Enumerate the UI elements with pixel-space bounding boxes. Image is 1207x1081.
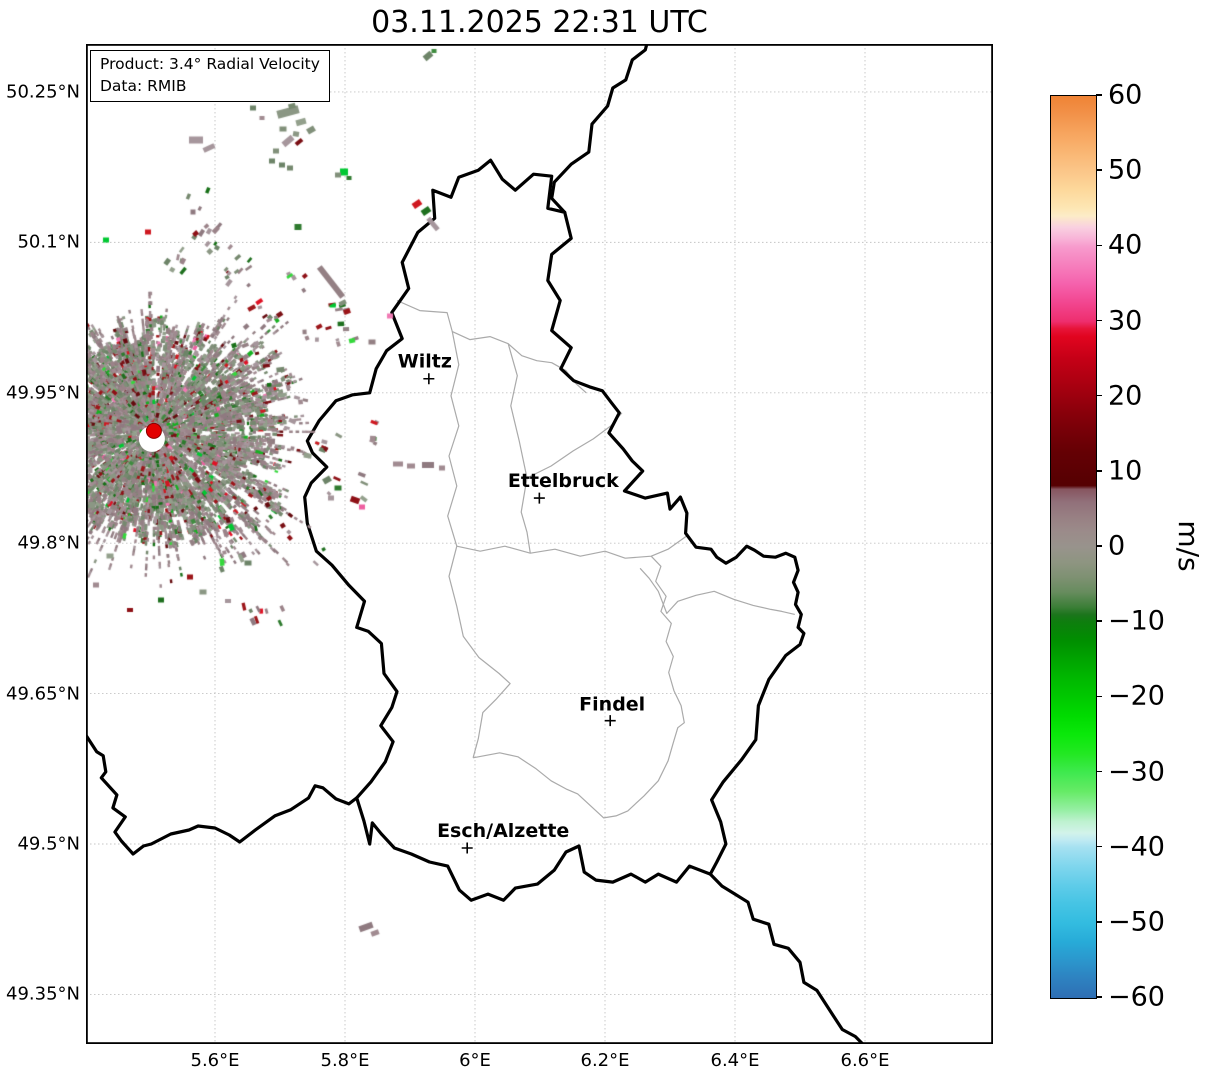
colorbar-tick [1096,319,1102,322]
colorbar-tick-label: −40 [1108,831,1165,863]
colorbar-tick-label: −60 [1108,981,1165,1013]
colorbar-tick-label: 0 [1108,530,1126,562]
colorbar-tick [1096,770,1102,773]
colorbar-tick [1096,996,1102,998]
lat-tick-label: 49.95°N [6,382,80,404]
city-marker [461,842,473,854]
colorbar-tick [1096,545,1102,547]
colorbar-tick [1096,394,1102,397]
lon-tick-label: 5.6°E [190,1050,240,1071]
colorbar-tick-label: −50 [1108,906,1165,938]
colorbar [1050,95,1097,999]
map-overlay-layer: Wiltz Ettelbruck Findel Esch/Alzette [86,44,993,1044]
lon-tick-label: 6.2°E [580,1050,630,1071]
lat-tick-label: 49.5°N [17,833,80,855]
colorbar-tick-label: 20 [1108,380,1143,412]
city-label: Esch/Alzette [437,820,569,842]
plot-frame [86,44,993,1044]
colorbar-tick-label: −20 [1108,680,1165,712]
city-marker [533,492,545,504]
figure-title: 03.11.2025 22:31 UTC [371,5,708,40]
city-marker [604,715,616,727]
colorbar-tick [1096,169,1102,171]
colorbar-tick [1096,470,1102,472]
colorbar-tick-label: 40 [1108,229,1143,261]
lon-tick-label: 5.8°E [320,1050,370,1071]
radar-clutter-layer [86,44,993,1044]
colorbar-tick-label: 10 [1108,455,1143,487]
colorbar-unit-label: m/s [1172,520,1205,572]
colorbar-tick [1096,94,1102,96]
city-label: Findel [579,694,645,716]
lat-tick-label: 49.8°N [17,532,80,554]
map-plot: Wiltz Ettelbruck Findel Esch/Alzette [86,44,993,1044]
product-line: Product: 3.4° Radial Velocity [100,55,320,73]
lon-tick-label: 6.4°E [710,1050,760,1071]
lat-tick-label: 49.35°N [6,983,80,1005]
colorbar-tick-label: 30 [1108,305,1143,336]
colorbar-tick-label: −10 [1108,605,1165,637]
lon-tick-label: 6.6°E [840,1050,890,1071]
lon-tick-label: 6°E [459,1050,491,1071]
lat-tick-label: 49.65°N [6,683,80,705]
city-marker [423,373,435,385]
city-label: Wiltz [398,351,452,373]
product-info-box: Product: 3.4° Radial Velocity Data: RMIB [90,50,330,102]
colorbar-tick [1096,620,1102,622]
colorbar-tick-label: 60 [1108,79,1143,111]
data-line: Data: RMIB [100,77,187,95]
colorbar-tick-label: −30 [1108,756,1165,787]
colorbar-tick-label: 50 [1108,154,1143,186]
lat-tick-label: 50.25°N [6,81,80,103]
lat-tick-label: 50.1°N [17,231,80,253]
city-label: Ettelbruck [508,470,619,492]
colorbar-tick [1096,921,1102,923]
colorbar-tick [1096,244,1102,247]
colorbar-tick [1096,695,1102,698]
colorbar-tick [1096,845,1102,848]
radar-site-marker [145,422,162,439]
